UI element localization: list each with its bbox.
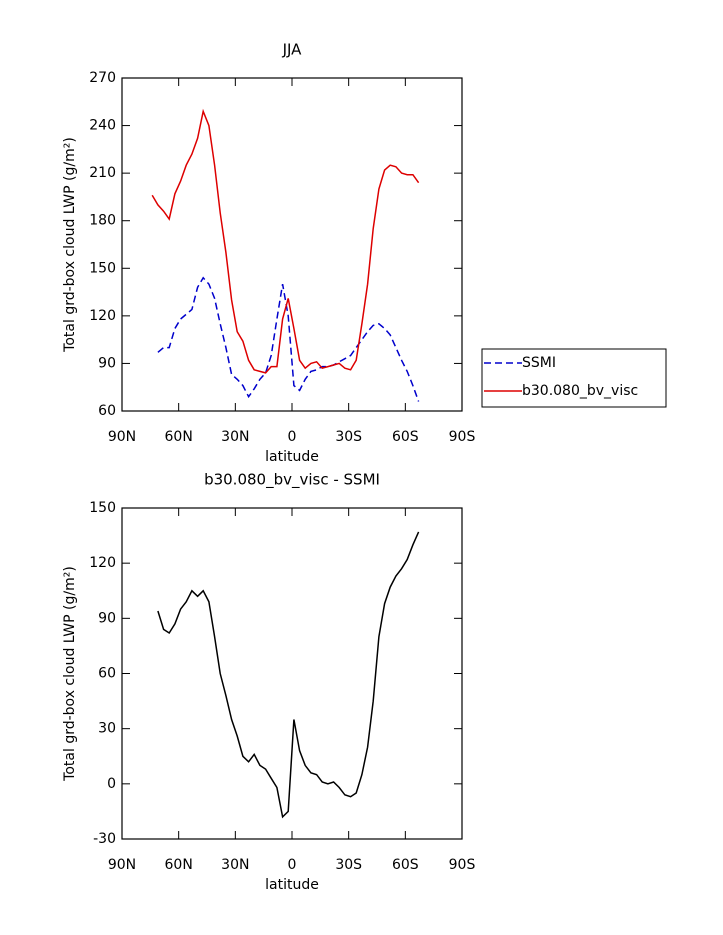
- legend-box: [481, 348, 667, 408]
- x-axis-label: latitude: [265, 877, 319, 893]
- data-line: [157, 531, 420, 819]
- plot-frame: [121, 507, 463, 840]
- y-tick-label: 90: [98, 610, 116, 626]
- y-tick-label: 150: [89, 260, 116, 276]
- y-tick-label: 60: [98, 403, 116, 419]
- y-tick-label: 120: [89, 555, 116, 571]
- x-tick-label: 30N: [221, 857, 249, 873]
- x-tick-label: 30S: [335, 857, 362, 873]
- data-line: [151, 108, 420, 374]
- y-tick-label: 30: [98, 721, 116, 737]
- x-tick-label: 60N: [165, 429, 193, 445]
- x-tick-label: 0: [288, 857, 297, 873]
- y-tick-label: 90: [98, 355, 116, 371]
- x-tick-label: 60S: [392, 429, 419, 445]
- y-tick-label: 120: [89, 308, 116, 324]
- x-tick-label: 90N: [108, 429, 136, 445]
- x-tick-label: 60N: [165, 857, 193, 873]
- y-tick-label: 180: [89, 213, 116, 229]
- x-axis-label: latitude: [265, 449, 319, 465]
- y-tick-label: 150: [89, 500, 116, 516]
- y-tick-label: 210: [89, 165, 116, 181]
- x-tick-label: 90N: [108, 857, 136, 873]
- y-tick-label: 270: [89, 70, 116, 86]
- x-tick-label: 90S: [449, 857, 476, 873]
- x-tick-label: 90S: [449, 429, 476, 445]
- y-axis-label: Total grd-box cloud LWP (g/m²): [62, 566, 78, 782]
- y-axis-label: Total grd-box cloud LWP (g/m²): [62, 137, 78, 353]
- x-tick-label: 60S: [392, 857, 419, 873]
- y-tick-label: 60: [98, 666, 116, 682]
- chart-title: b30.080_bv_visc - SSMI: [204, 471, 380, 490]
- y-tick-label: 0: [107, 776, 116, 792]
- legend-label: SSMI: [522, 355, 556, 371]
- chart-title: JJA: [282, 41, 303, 59]
- x-tick-label: 30N: [221, 429, 249, 445]
- legend-label: b30.080_bv_visc: [522, 383, 638, 399]
- data-line: [157, 276, 420, 402]
- y-tick-label: 240: [89, 118, 116, 134]
- y-tick-label: -30: [93, 831, 116, 847]
- x-tick-label: 0: [288, 429, 297, 445]
- x-tick-label: 30S: [335, 429, 362, 445]
